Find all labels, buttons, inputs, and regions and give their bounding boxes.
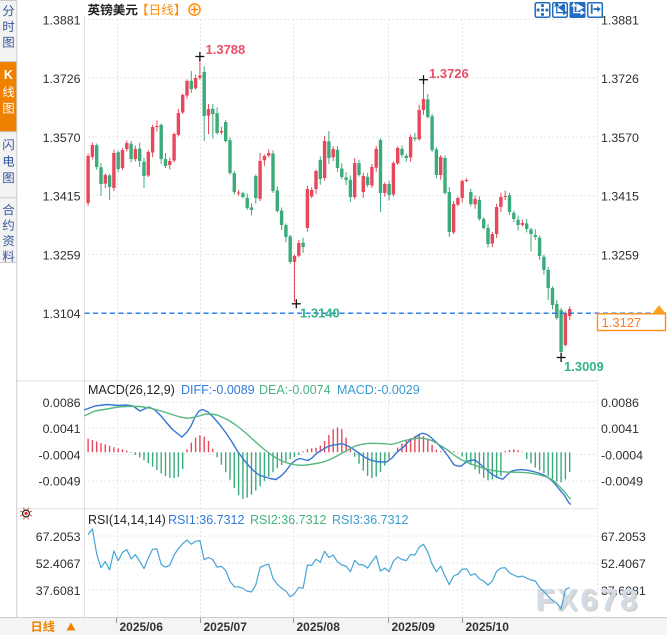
svg-text:1.3104: 1.3104 <box>43 307 81 321</box>
svg-text:1.3259: 1.3259 <box>43 249 81 263</box>
svg-text:-0.0004: -0.0004 <box>601 448 643 462</box>
svg-text:1.3570: 1.3570 <box>43 131 81 145</box>
svg-text:2025/06: 2025/06 <box>120 620 164 634</box>
svg-text:-0.0004: -0.0004 <box>38 448 80 462</box>
svg-text:MACD:-0.0029: MACD:-0.0029 <box>337 383 420 397</box>
svg-text:1.3009: 1.3009 <box>564 359 604 374</box>
svg-text:RSI3:36.7312: RSI3:36.7312 <box>332 513 408 527</box>
svg-text:1.3140: 1.3140 <box>300 306 340 321</box>
svg-text:0.0086: 0.0086 <box>601 396 639 410</box>
svg-text:2025/08: 2025/08 <box>297 620 341 634</box>
svg-text:MACD(26,12,9): MACD(26,12,9) <box>88 383 175 397</box>
svg-text:0.0041: 0.0041 <box>43 422 81 436</box>
svg-text:RSI2:36.7312: RSI2:36.7312 <box>250 513 326 527</box>
svg-text:52.4067: 52.4067 <box>36 557 81 571</box>
svg-text:DIFF:-0.0089: DIFF:-0.0089 <box>181 383 255 397</box>
svg-text:52.4067: 52.4067 <box>601 557 646 571</box>
svg-text:37.6081: 37.6081 <box>601 584 646 598</box>
svg-text:2025/10: 2025/10 <box>466 620 510 634</box>
svg-text:1.3127: 1.3127 <box>602 315 642 330</box>
svg-text:1.3415: 1.3415 <box>601 190 639 204</box>
svg-text:1.3415: 1.3415 <box>43 190 81 204</box>
svg-text:1.3726: 1.3726 <box>43 72 81 86</box>
svg-text:1.3726: 1.3726 <box>601 72 639 86</box>
svg-text:DEA:-0.0074: DEA:-0.0074 <box>259 383 331 397</box>
svg-text:-0.0049: -0.0049 <box>38 475 80 489</box>
svg-text:37.6081: 37.6081 <box>36 584 81 598</box>
svg-text:0.0041: 0.0041 <box>601 422 639 436</box>
svg-text:FX678: FX678 <box>536 582 640 617</box>
svg-text:K: K <box>4 68 13 82</box>
svg-text:67.2053: 67.2053 <box>601 530 646 544</box>
svg-text:-0.0049: -0.0049 <box>601 475 643 489</box>
svg-text:1.3726: 1.3726 <box>429 66 469 81</box>
svg-text:2025/07: 2025/07 <box>204 620 248 634</box>
svg-text:RSI(14,14,14): RSI(14,14,14) <box>88 513 166 527</box>
svg-text:0.0086: 0.0086 <box>43 396 81 410</box>
svg-text:2025/09: 2025/09 <box>392 620 436 634</box>
svg-text:1.3788: 1.3788 <box>206 42 246 57</box>
svg-text:1.3570: 1.3570 <box>601 131 639 145</box>
svg-text:1.3881: 1.3881 <box>43 14 81 28</box>
svg-text:67.2053: 67.2053 <box>36 530 81 544</box>
svg-text:1.3881: 1.3881 <box>601 14 639 28</box>
svg-text:RSI1:36.7312: RSI1:36.7312 <box>168 513 244 527</box>
svg-text:1.3259: 1.3259 <box>601 249 639 263</box>
